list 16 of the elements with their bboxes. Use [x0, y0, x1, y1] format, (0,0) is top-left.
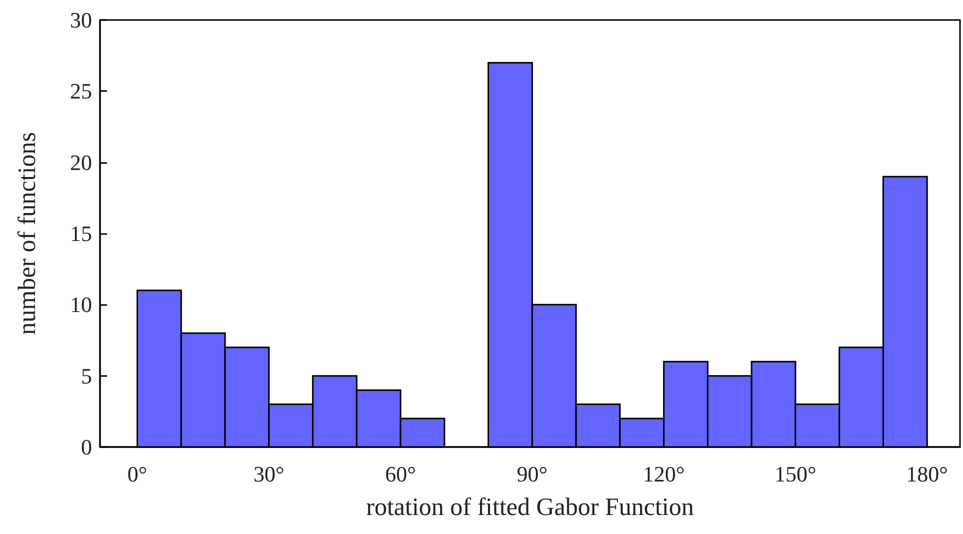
y-tick-label: 25: [70, 78, 92, 104]
x-tick-label: 0°: [127, 462, 148, 486]
y-tick-label: 10: [70, 292, 92, 318]
y-tick-label: 20: [70, 150, 92, 175]
x-tick-label: 90°: [516, 462, 548, 486]
x-tick-label: 180°: [906, 462, 948, 486]
y-tick-label: 5: [81, 363, 92, 388]
y-tick-label: 30: [70, 8, 92, 32]
x-tick-label: 60°: [385, 462, 416, 486]
y-axis-title: number of functions: [14, 132, 41, 335]
x-axis-title: rotation of fitted Gabor Function: [366, 494, 694, 521]
x-tick-label: 30°: [254, 462, 284, 486]
x-tick-label: 120°: [642, 462, 685, 486]
x-tick-label: 150°: [774, 462, 816, 486]
y-tick-label: 0: [81, 434, 92, 460]
y-tick-label: 15: [70, 221, 92, 246]
